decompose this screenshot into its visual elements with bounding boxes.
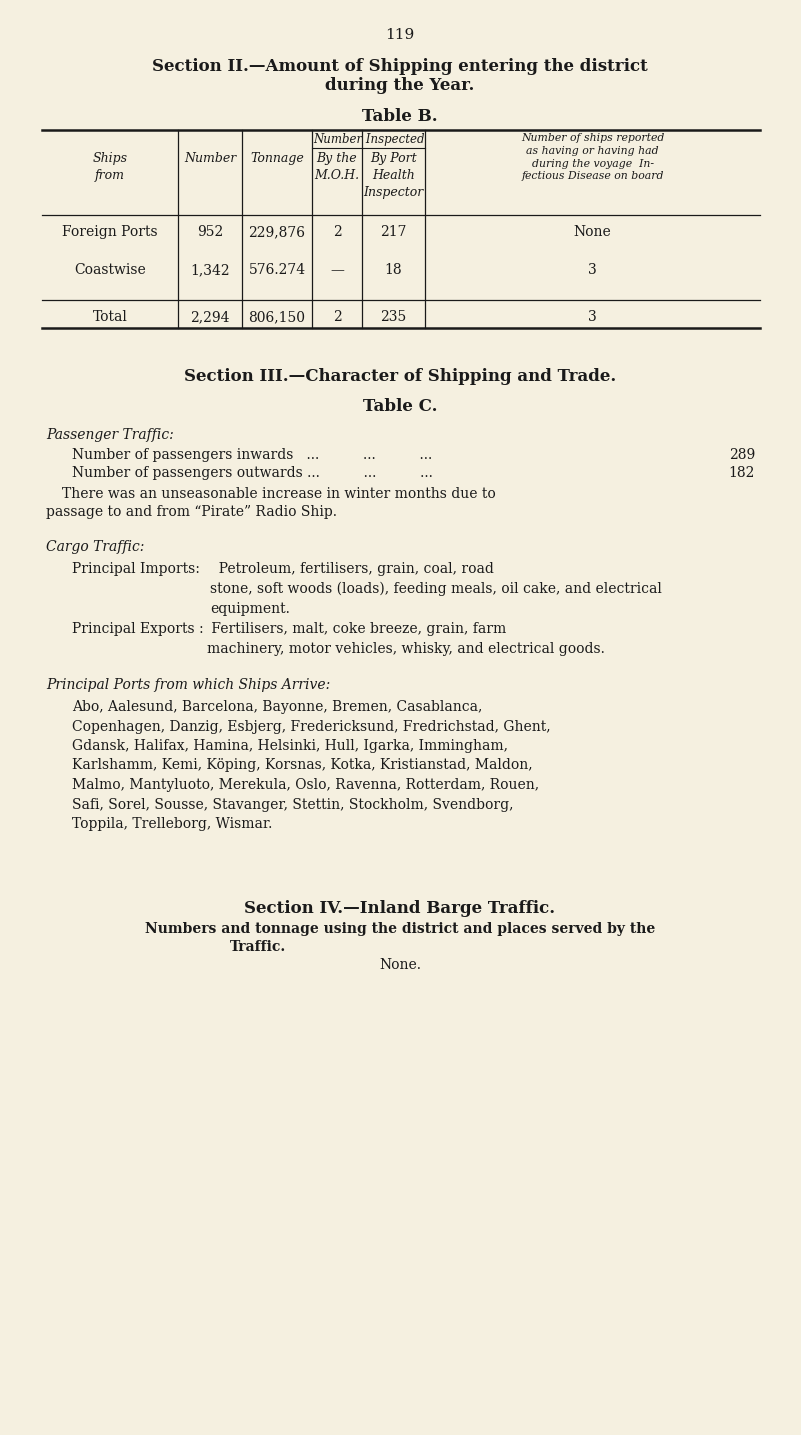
Text: Traffic.: Traffic. bbox=[230, 940, 286, 954]
Text: during the Year.: during the Year. bbox=[325, 77, 475, 95]
Text: Principal Imports:: Principal Imports: bbox=[72, 563, 200, 575]
Text: Petroleum, fertilisers, grain, coal, road
stone, soft woods (loads), feeding mea: Petroleum, fertilisers, grain, coal, roa… bbox=[210, 563, 662, 616]
Text: Number of passengers inwards   ...          ...          ...: Number of passengers inwards ... ... ... bbox=[72, 448, 433, 462]
Text: 2: 2 bbox=[332, 225, 341, 240]
Text: 217: 217 bbox=[380, 225, 407, 240]
Text: Coastwise: Coastwise bbox=[74, 263, 146, 277]
Text: 2: 2 bbox=[332, 310, 341, 324]
Text: Section II.—Amount of Shipping entering the district: Section II.—Amount of Shipping entering … bbox=[152, 57, 648, 75]
Text: Numbers and tonnage using the district and places served by the: Numbers and tonnage using the district a… bbox=[145, 923, 655, 936]
Text: By the
M.O.H.: By the M.O.H. bbox=[315, 152, 360, 182]
Text: None.: None. bbox=[379, 959, 421, 971]
Text: Section III.—Character of Shipping and Trade.: Section III.—Character of Shipping and T… bbox=[184, 367, 616, 385]
Text: Section IV.—Inland Barge Traffic.: Section IV.—Inland Barge Traffic. bbox=[244, 900, 556, 917]
Text: Foreign Ports: Foreign Ports bbox=[62, 225, 158, 240]
Text: Cargo Traffic:: Cargo Traffic: bbox=[46, 540, 144, 554]
Text: 182: 182 bbox=[729, 466, 755, 479]
Text: Tonnage: Tonnage bbox=[250, 152, 304, 165]
Text: Passenger Traffic:: Passenger Traffic: bbox=[46, 428, 174, 442]
Text: Number of passengers outwards ...          ...          ...: Number of passengers outwards ... ... ..… bbox=[72, 466, 433, 479]
Text: passage to and from “Pirate” Radio Ship.: passage to and from “Pirate” Radio Ship. bbox=[46, 505, 337, 519]
Text: 1,342: 1,342 bbox=[190, 263, 230, 277]
Text: Fertilisers, malt, coke breeze, grain, farm
machinery, motor vehicles, whisky, a: Fertilisers, malt, coke breeze, grain, f… bbox=[207, 621, 605, 656]
Text: Ships
from: Ships from bbox=[92, 152, 127, 182]
Text: 3: 3 bbox=[588, 263, 597, 277]
Text: —: — bbox=[330, 263, 344, 277]
Text: 2,294: 2,294 bbox=[191, 310, 230, 324]
Text: 289: 289 bbox=[729, 448, 755, 462]
Text: 119: 119 bbox=[385, 29, 415, 42]
Text: Table B.: Table B. bbox=[362, 108, 438, 125]
Text: Number: Number bbox=[184, 152, 236, 165]
Text: 229,876: 229,876 bbox=[248, 225, 305, 240]
Text: Number Inspected: Number Inspected bbox=[312, 133, 425, 146]
Text: Number of ships reported
as having or having had
during the voyage  In-
fectious: Number of ships reported as having or ha… bbox=[521, 133, 664, 181]
Text: 806,150: 806,150 bbox=[248, 310, 305, 324]
Text: 576.274: 576.274 bbox=[248, 263, 305, 277]
Text: Abo, Aalesund, Barcelona, Bayonne, Bremen, Casablanca,
Copenhagen, Danzig, Esbje: Abo, Aalesund, Barcelona, Bayonne, Breme… bbox=[72, 700, 550, 831]
Text: Total: Total bbox=[93, 310, 127, 324]
Text: 952: 952 bbox=[197, 225, 223, 240]
Text: Principal Exports :: Principal Exports : bbox=[72, 621, 203, 636]
Text: 235: 235 bbox=[380, 310, 407, 324]
Text: 3: 3 bbox=[588, 310, 597, 324]
Text: 18: 18 bbox=[384, 263, 402, 277]
Text: None: None bbox=[574, 225, 611, 240]
Text: Principal Ports from which Ships Arrive:: Principal Ports from which Ships Arrive: bbox=[46, 677, 330, 692]
Text: There was an unseasonable increase in winter months due to: There was an unseasonable increase in wi… bbox=[62, 486, 496, 501]
Text: Table C.: Table C. bbox=[363, 397, 437, 415]
Text: By Port
Health
Inspector: By Port Health Inspector bbox=[364, 152, 424, 199]
